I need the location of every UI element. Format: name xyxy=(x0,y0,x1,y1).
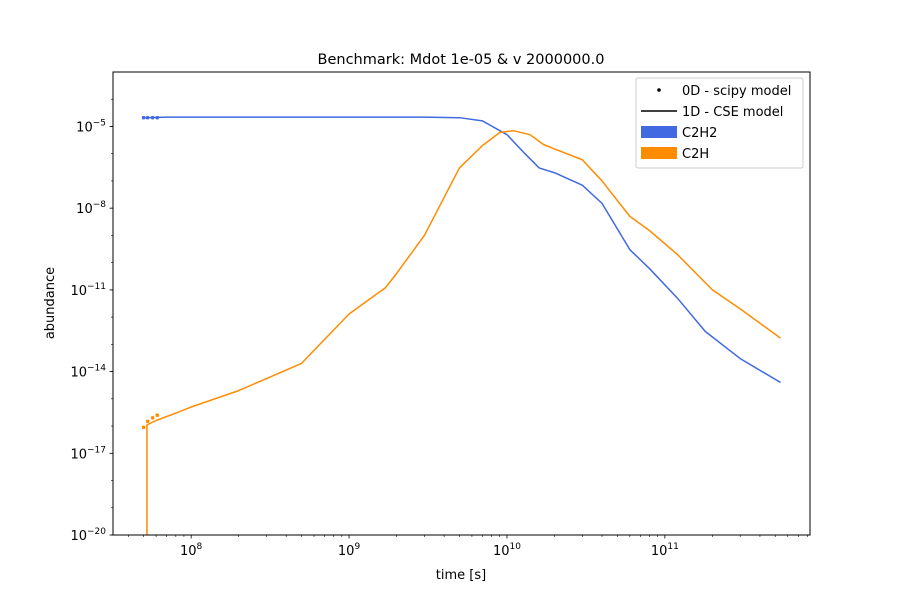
data-point-c2h2 xyxy=(155,115,160,120)
y-tick-label: 10−11 xyxy=(70,282,106,299)
data-point-c2h xyxy=(155,413,160,418)
data-point-c2h2 xyxy=(141,115,146,120)
legend-patch-icon xyxy=(641,147,677,159)
x-tick-label: 108 xyxy=(180,542,203,559)
series-line-c2h xyxy=(146,129,781,535)
y-tick-label: 10−20 xyxy=(70,527,106,544)
y-tick-label: 10−14 xyxy=(70,364,106,381)
x-tick-label: 109 xyxy=(338,542,361,559)
y-tick-label: 10−5 xyxy=(76,118,106,135)
series-layer xyxy=(141,115,781,535)
legend-label: 0D - scipy model xyxy=(682,84,791,99)
legend-box xyxy=(635,77,804,169)
legend-patch-icon xyxy=(641,126,677,138)
y-tick-label: 10−17 xyxy=(70,445,106,462)
data-point-c2h xyxy=(150,416,155,420)
data-point-c2h xyxy=(145,419,150,424)
y-axis: 10−20 10−17 10−14 10−11 10−8 10−5 xyxy=(70,98,113,544)
legend-label: C2H2 xyxy=(682,126,717,141)
data-point-c2h xyxy=(141,425,146,430)
legend-label: C2H xyxy=(682,147,709,162)
x-tick-label: 1010 xyxy=(493,542,521,559)
series-line-c2h2 xyxy=(143,116,781,384)
chart-title: Benchmark: Mdot 1e-05 & v 2000000.0 xyxy=(318,52,605,68)
plot-frame xyxy=(112,71,811,536)
legend-label: 1D - CSE model xyxy=(682,105,783,120)
legend-marker-icon xyxy=(657,88,661,92)
data-point-c2h2 xyxy=(145,115,150,120)
x-axis-label: time [s] xyxy=(436,568,486,583)
legend: 0D - scipy model 1D - CSE model C2H2 C2H xyxy=(635,77,804,169)
y-axis-label: abundance xyxy=(43,267,58,339)
x-tick-label: 1011 xyxy=(651,542,679,559)
x-axis: 108 109 1010 1011 xyxy=(128,535,808,559)
data-point-c2h2 xyxy=(150,115,155,120)
y-tick-label: 10−8 xyxy=(76,200,106,217)
